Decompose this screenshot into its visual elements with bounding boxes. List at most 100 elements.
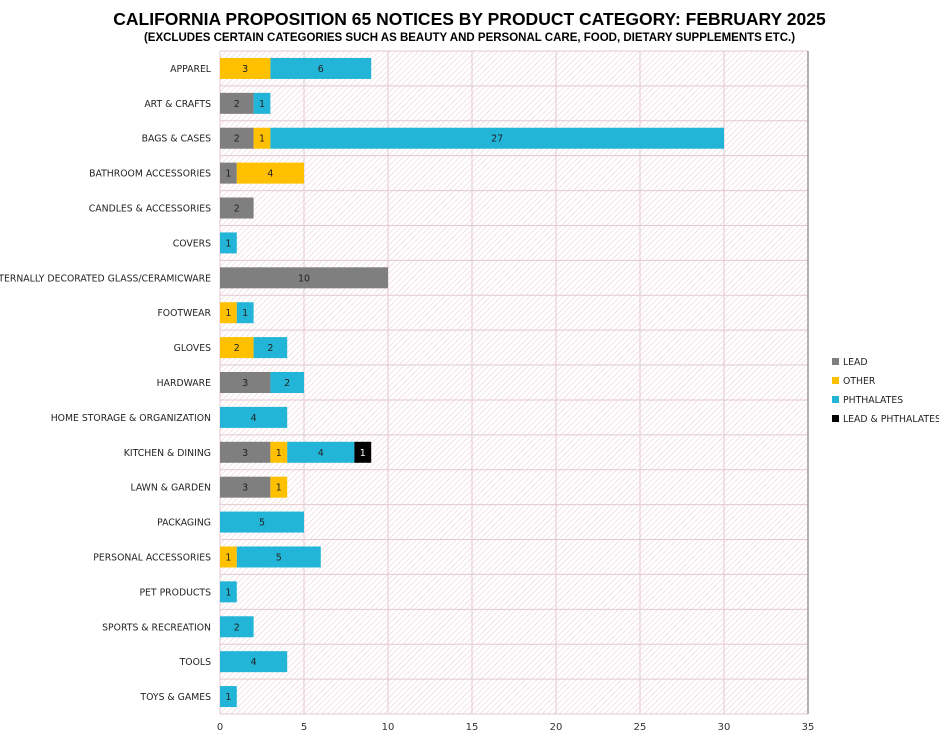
bar-segment [253,127,271,149]
bar-segment [220,546,237,568]
data-label: 3 [242,448,248,459]
category-label: ART & CRAFTS [144,99,211,110]
data-label: 4 [251,413,257,424]
data-label: 1 [225,692,231,703]
bar-segment [220,476,271,498]
bar-segment [354,441,372,463]
category-label: APPAREL [170,64,212,75]
category-label: SPORTS & RECREATION [102,622,211,633]
data-label: 2 [234,204,240,215]
bar-segment [220,406,288,428]
bar-segment [253,337,288,359]
bar-segment [270,127,724,149]
bar-segment [220,127,254,149]
bar-segment [220,511,304,533]
category-label: PERSONAL ACCESSORIES [93,552,211,563]
data-label: 1 [360,448,366,459]
data-label: 3 [242,64,248,75]
data-label: 6 [318,64,324,75]
x-tick-label: 5 [301,722,307,733]
legend-label: OTHER [843,376,876,387]
chart-subtitle: (EXCLUDES CERTAIN CATEGORIES SUCH AS BEA… [143,32,796,44]
legend-swatch [832,396,839,403]
data-label: 2 [284,378,290,389]
category-label: LAWN & GARDEN [130,483,211,494]
x-tick-label: 10 [382,722,395,733]
category-label: GLOVES [174,343,211,354]
x-tick-label: 35 [802,722,815,733]
bar-segment [220,337,254,359]
bar-segment [220,197,254,219]
legend-label: LEAD [843,357,868,368]
category-label: PET PRODUCTS [139,587,211,598]
bar-segment [236,162,304,184]
chart-title: CALIFORNIA PROPOSITION 65 NOTICES BY PRO… [113,9,826,29]
bar-segment [220,57,271,79]
bar-segment [220,441,271,463]
category-label: FOOTWEAR [157,308,211,319]
data-label: 2 [234,343,240,354]
category-label: BAGS & CASES [142,134,211,145]
category-label: KITCHEN & DINING [124,448,211,459]
data-label: 27 [491,134,503,145]
bar-segment [220,267,388,289]
bar-segment [220,162,237,184]
bar-segment [220,616,254,638]
data-label: 2 [267,343,273,354]
data-label: 3 [242,483,248,494]
category-label: BATHROOM ACCESSORIES [89,169,211,180]
data-label: 1 [225,169,231,180]
legend-swatch [832,358,839,365]
legend-label: LEAD & PHTHALATES [843,414,939,425]
legend-swatch [832,377,839,384]
bar-segment [270,57,372,79]
data-label: 4 [267,169,273,180]
x-tick-label: 0 [217,722,223,733]
data-label: 1 [276,483,282,494]
bar-segment [220,651,288,673]
category-label: HARDWARE [157,378,211,389]
bar-segment [270,476,288,498]
plot-area [220,51,808,714]
category-label: CANDLES & ACCESSORIES [89,204,211,215]
legend-swatch [832,415,839,422]
data-label: 4 [251,657,257,668]
x-tick-label: 20 [550,722,563,733]
category-label: TOYS & GAMES [139,692,211,703]
bar-segment [220,372,271,393]
data-label: 1 [225,238,231,249]
category-label: COVERS [173,238,211,249]
x-tick-label: 30 [718,722,731,733]
bar-segment [236,302,254,324]
bar-segment [220,686,237,708]
x-tick-label: 15 [466,722,479,733]
category-label: HOME STORAGE & ORGANIZATION [51,413,211,424]
data-label: 1 [225,552,231,563]
data-label: 4 [318,448,324,459]
data-label: 2 [234,622,240,633]
data-label: 5 [259,518,265,529]
data-label: 5 [276,552,282,563]
category-label: PACKAGING [157,518,211,529]
data-label: 1 [225,587,231,598]
data-label: 3 [242,378,248,389]
data-label: 1 [259,134,265,145]
bar-segment [270,441,288,463]
category-label: EXTERNALLY DECORATED GLASS/CERAMICWARE [0,273,211,284]
data-label: 1 [242,308,248,319]
bar-segment [220,92,254,114]
x-tick-label: 25 [634,722,647,733]
bar-segment [220,581,237,603]
bar-segment [220,232,237,254]
data-label: 10 [298,273,310,284]
data-label: 1 [276,448,282,459]
legend-label: PHTHALATES [843,395,903,406]
bar-segment [270,372,304,393]
data-label: 1 [225,308,231,319]
category-label: TOOLS [179,657,211,668]
data-label: 2 [234,99,240,110]
bar-segment [253,92,271,114]
bar-segment [287,441,355,463]
data-label: 1 [259,99,265,110]
